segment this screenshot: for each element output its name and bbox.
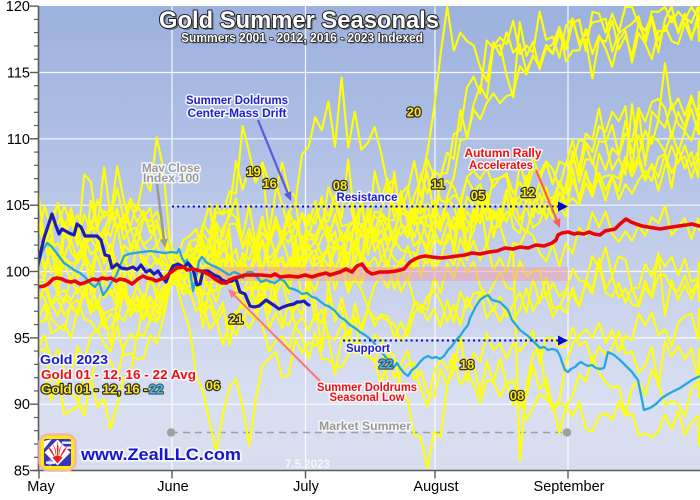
svg-text:Gold 2023: Gold 2023 — [40, 352, 108, 367]
svg-text:Resistance: Resistance — [337, 192, 398, 204]
svg-text:16: 16 — [262, 176, 276, 191]
svg-text:11: 11 — [431, 177, 445, 192]
svg-text:120: 120 — [6, 0, 30, 15]
svg-text:Gold 01 - 12, 16 -: Gold 01 - 12, 16 - — [41, 382, 148, 397]
svg-text:August: August — [413, 479, 458, 495]
svg-text:Summer Doldrums: Summer Doldrums — [317, 382, 417, 394]
svg-text:22: 22 — [379, 357, 393, 372]
svg-text:95: 95 — [14, 331, 30, 347]
svg-text:21: 21 — [229, 312, 243, 327]
svg-text:12: 12 — [521, 185, 535, 200]
svg-text:22: 22 — [149, 382, 163, 397]
svg-text:Seasonal Low: Seasonal Low — [330, 392, 405, 404]
svg-text:Gold Summer Seasonals: Gold Summer Seasonals — [159, 7, 439, 34]
svg-text:18: 18 — [460, 357, 474, 372]
svg-text:19: 19 — [246, 164, 260, 179]
svg-text:Accelerates: Accelerates — [469, 160, 533, 172]
svg-text:Center-Mass Drift: Center-Mass Drift — [188, 108, 287, 120]
svg-text:Market Summer: Market Summer — [319, 421, 412, 433]
svg-text:Gold Summer Seasonals: Gold Summer Seasonals — [161, 9, 441, 36]
svg-text:Index 100: Index 100 — [143, 173, 199, 185]
svg-text:06: 06 — [206, 378, 220, 393]
svg-text:110: 110 — [7, 132, 30, 148]
svg-text:105: 105 — [6, 198, 30, 214]
svg-text:7.5.2023: 7.5.2023 — [285, 459, 330, 471]
svg-text:115: 115 — [7, 66, 30, 82]
svg-text:08: 08 — [510, 388, 524, 403]
svg-text:100: 100 — [6, 265, 30, 281]
svg-text:May: May — [27, 479, 55, 495]
svg-text:Gold 01 - 12, 16 - 22 Avg: Gold 01 - 12, 16 - 22 Avg — [41, 367, 196, 382]
svg-text:www.ZealLLC.com: www.ZealLLC.com — [80, 445, 241, 464]
svg-text:Summers 2001 - 2012, 2016 - 20: Summers 2001 - 2012, 2016 - 2023 Indexed — [183, 33, 425, 47]
svg-text:20: 20 — [407, 105, 421, 120]
svg-text:08: 08 — [333, 178, 347, 193]
svg-text:June: June — [157, 479, 188, 495]
svg-text:Summer Doldrums: Summer Doldrums — [186, 95, 288, 107]
svg-text:May Close: May Close — [142, 163, 200, 175]
svg-text:Autumn Rally: Autumn Rally — [465, 148, 543, 160]
svg-text:September: September — [534, 479, 605, 495]
svg-text:05: 05 — [471, 188, 485, 203]
svg-text:Summers 2001 - 2012, 2016 - 20: Summers 2001 - 2012, 2016 - 2023 Indexed — [181, 31, 423, 45]
svg-text:85: 85 — [14, 464, 30, 480]
svg-text:90: 90 — [14, 397, 30, 413]
svg-text:Support: Support — [346, 343, 390, 355]
svg-text:July: July — [293, 479, 320, 495]
